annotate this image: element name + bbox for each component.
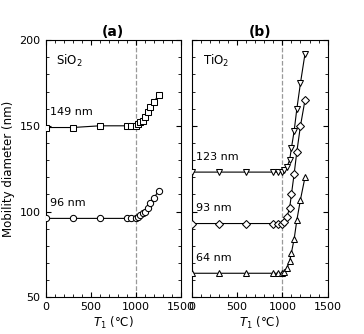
Text: 149 nm: 149 nm: [50, 107, 93, 117]
Text: 96 nm: 96 nm: [50, 198, 86, 208]
Text: SiO$_2$: SiO$_2$: [56, 53, 83, 69]
Y-axis label: Mobility diameter (nm): Mobility diameter (nm): [2, 101, 15, 237]
X-axis label: $T_1$ (°C): $T_1$ (°C): [93, 315, 134, 331]
Text: 93 nm: 93 nm: [197, 203, 232, 213]
Title: (a): (a): [102, 25, 124, 39]
X-axis label: $T_1$ (°C): $T_1$ (°C): [240, 315, 280, 331]
Text: 64 nm: 64 nm: [197, 253, 232, 263]
Title: (b): (b): [249, 25, 271, 39]
Text: TiO$_2$: TiO$_2$: [203, 53, 229, 69]
Text: 123 nm: 123 nm: [197, 152, 239, 162]
